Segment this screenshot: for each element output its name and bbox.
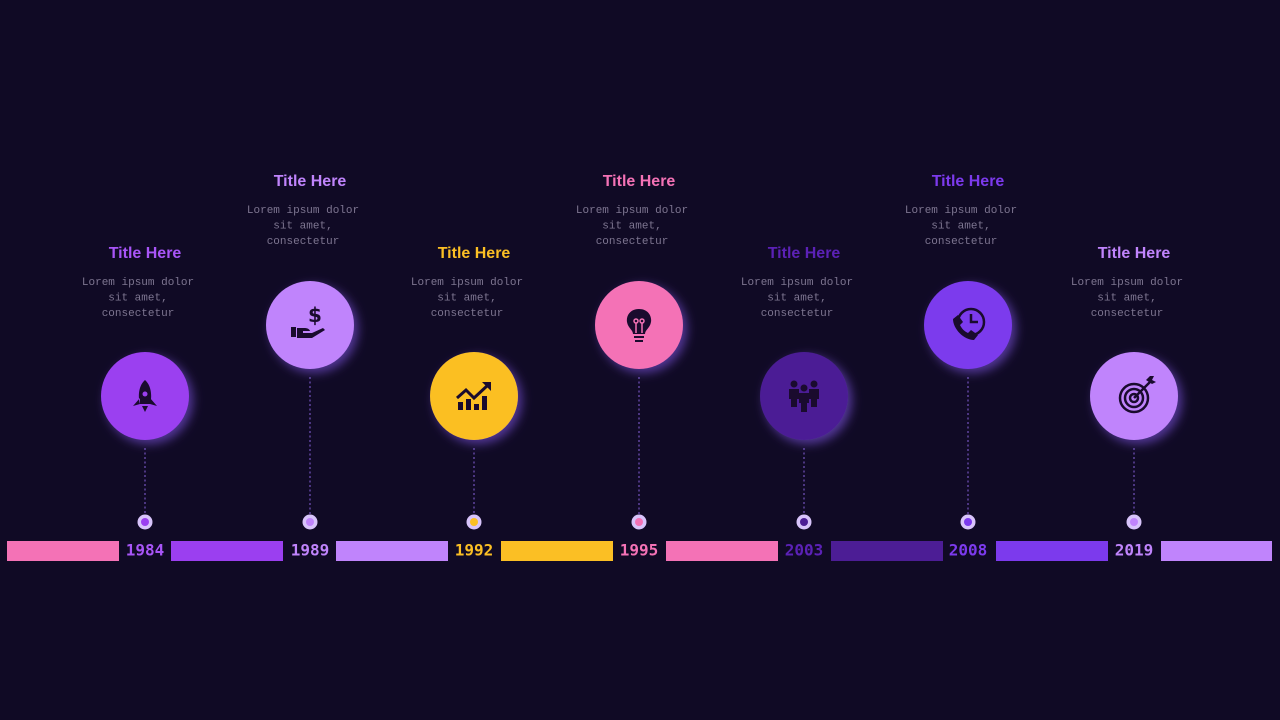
icon-arrowhead [482,382,491,391]
item-text: sit amet, [931,220,990,232]
item-text: Lorem ipsum dolor [576,205,688,217]
item-text: Lorem ipsum dolor [82,277,194,289]
item-title: Title Here [603,173,676,190]
item-title: Title Here [768,245,841,262]
year: 1995 [620,541,659,560]
item-text: consectetur [761,308,834,320]
dot-inner [306,518,314,526]
icon [626,309,652,342]
timeline-bar-segment [7,541,119,561]
item-text: Lorem ipsum dolor [247,205,359,217]
icon-window [142,391,148,397]
dot-inner [635,518,643,526]
icon-fletch [1146,376,1156,384]
item-title: Title Here [438,245,511,262]
item-title: Title Here [932,173,1005,190]
icon-hands [969,314,978,324]
item-text: consectetur [102,308,175,320]
item-title: Title Here [1098,245,1171,262]
node-circle [924,281,1012,369]
item-text: Lorem ipsum dolor [1071,277,1183,289]
item-text: sit amet, [602,220,661,232]
item-text: Lorem ipsum dolor [741,277,853,289]
icon [133,380,157,412]
icon-head [810,380,818,388]
item-title: Title Here [274,173,347,190]
item-text: Lorem ipsum dolor [905,205,1017,217]
icon-f2 [639,318,645,324]
item-text: consectetur [925,236,998,248]
icon [456,382,491,410]
timeline-bar-segment [501,541,613,561]
dot-inner [800,518,808,526]
timeline-bar-segment [1161,541,1272,561]
item-text: consectetur [1091,308,1164,320]
dot-inner [141,518,149,526]
icon-chart [458,396,487,410]
dot-inner [964,518,972,526]
item-text: consectetur [431,308,504,320]
icon-head [790,380,798,388]
icon-ring [1118,382,1150,414]
icon: $ [291,303,325,338]
icon-bulb [626,309,652,342]
item-text: sit amet, [1097,292,1156,304]
icon-ring [1128,392,1140,404]
year: 2019 [1115,541,1154,560]
timeline-bar-segment [831,541,943,561]
icon-f1 [633,318,639,324]
item-text: sit amet, [437,292,496,304]
icon-arrow [456,383,490,401]
year: 1989 [291,541,330,560]
year: 2008 [949,541,988,560]
item-text: consectetur [267,236,340,248]
icon-hand [291,327,325,338]
icon-ring [1123,387,1145,409]
timeline-bar-segment [171,541,283,561]
icon [953,307,986,340]
year: 1984 [126,541,165,560]
icon-filament [635,323,643,333]
icon-dollar: $ [308,303,322,327]
timeline-bar-segment [996,541,1108,561]
icon [1118,376,1156,414]
timeline-bar-segment [666,541,778,561]
node-circle [1090,352,1178,440]
item-text: sit amet, [108,292,167,304]
year: 1992 [455,541,494,560]
timeline-bar-segment [336,541,448,561]
icon-phone [953,315,978,340]
item-title: Title Here [109,245,182,262]
node-circle [266,281,354,369]
icon [789,380,819,412]
item-text: sit amet, [273,220,332,232]
item-text: sit amet, [767,292,826,304]
item-text: consectetur [596,236,669,248]
year: 2003 [785,541,824,560]
item-text: Lorem ipsum dolor [411,277,523,289]
dot-inner [470,518,478,526]
dot-inner [1130,518,1138,526]
icon-head [800,384,808,392]
icon-bodies [789,389,819,412]
